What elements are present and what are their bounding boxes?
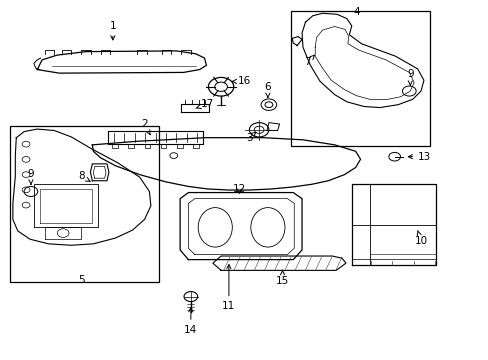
Text: 8: 8: [78, 171, 90, 181]
Text: 4: 4: [353, 7, 359, 17]
Text: 2: 2: [141, 120, 150, 135]
Text: 11: 11: [222, 265, 235, 311]
Text: 13: 13: [407, 152, 430, 162]
Text: 9: 9: [27, 168, 34, 184]
Text: 17: 17: [196, 99, 214, 109]
Bar: [10, 126, 159, 282]
Text: 12: 12: [232, 184, 246, 194]
Text: 15: 15: [275, 270, 288, 286]
Text: 14: 14: [184, 307, 197, 335]
Text: 3: 3: [245, 132, 255, 143]
Text: 16: 16: [232, 76, 251, 86]
Text: 6: 6: [264, 82, 271, 98]
Bar: [290, 12, 429, 146]
Text: 9: 9: [406, 69, 413, 85]
Text: 10: 10: [414, 230, 427, 246]
Text: 5: 5: [78, 275, 84, 285]
Text: 7: 7: [304, 55, 314, 67]
Text: 1: 1: [109, 21, 116, 40]
